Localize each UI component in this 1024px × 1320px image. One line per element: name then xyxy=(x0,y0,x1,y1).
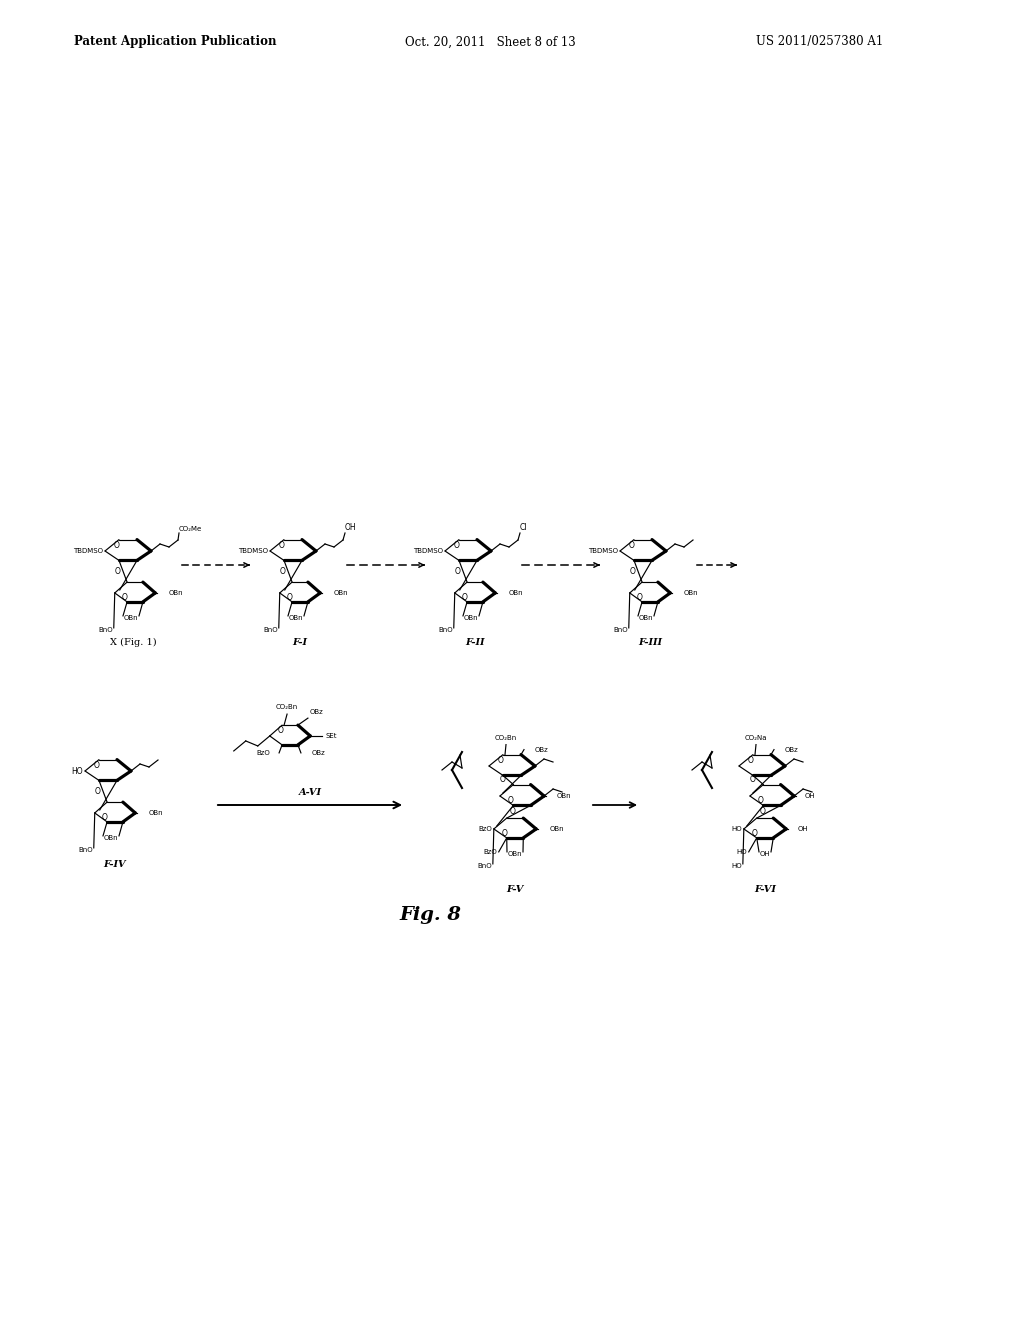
Text: CO₂Me: CO₂Me xyxy=(179,525,203,532)
Text: OH: OH xyxy=(797,826,808,832)
Text: O: O xyxy=(630,566,636,576)
Text: BnO: BnO xyxy=(263,627,278,632)
Text: O: O xyxy=(758,796,764,805)
Text: BnO: BnO xyxy=(98,627,113,632)
Text: BnO: BnO xyxy=(438,627,453,632)
Text: TBDMSO: TBDMSO xyxy=(73,548,103,554)
Text: TBDMSO: TBDMSO xyxy=(413,548,443,554)
Text: BnO: BnO xyxy=(613,627,628,632)
Text: OBz: OBz xyxy=(312,750,326,756)
Text: O: O xyxy=(752,829,757,838)
Text: O: O xyxy=(280,541,285,550)
Text: CO₂Bn: CO₂Bn xyxy=(275,704,298,710)
Text: OBn: OBn xyxy=(103,834,119,841)
Text: O: O xyxy=(281,566,286,576)
Text: A-VI: A-VI xyxy=(299,788,322,797)
Text: O: O xyxy=(750,776,755,784)
Text: HO: HO xyxy=(72,767,83,776)
Text: SEt: SEt xyxy=(326,733,337,739)
Text: F-I: F-I xyxy=(293,638,307,647)
Text: OBn: OBn xyxy=(333,590,348,595)
Text: OBn: OBn xyxy=(683,590,698,595)
Text: O: O xyxy=(278,726,284,735)
Text: Cl: Cl xyxy=(520,523,527,532)
Text: O: O xyxy=(454,541,460,550)
Text: F-III: F-III xyxy=(638,638,662,647)
Text: O: O xyxy=(455,566,461,576)
Text: OBn: OBn xyxy=(557,793,571,799)
Text: CO₂Na: CO₂Na xyxy=(744,735,767,741)
Text: OH: OH xyxy=(760,851,770,857)
Text: TBDMSO: TBDMSO xyxy=(588,548,618,554)
Text: BnO: BnO xyxy=(477,863,492,869)
Text: BnO: BnO xyxy=(78,847,93,853)
Text: F-VI: F-VI xyxy=(754,884,776,894)
Text: US 2011/0257380 A1: US 2011/0257380 A1 xyxy=(757,36,884,49)
Text: OBn: OBn xyxy=(168,590,183,595)
Text: O: O xyxy=(462,593,468,602)
Text: OH: OH xyxy=(805,793,816,799)
Text: OBn: OBn xyxy=(289,615,303,620)
Text: Oct. 20, 2011   Sheet 8 of 13: Oct. 20, 2011 Sheet 8 of 13 xyxy=(404,36,575,49)
Text: OBn: OBn xyxy=(639,615,653,620)
Text: O: O xyxy=(287,593,293,602)
Text: HO: HO xyxy=(736,849,746,855)
Text: OBz: OBz xyxy=(310,709,324,715)
Text: O: O xyxy=(114,541,120,550)
Text: X (Fig. 1): X (Fig. 1) xyxy=(110,638,157,647)
Text: O: O xyxy=(502,829,507,838)
Text: O: O xyxy=(760,808,766,816)
Text: O: O xyxy=(94,760,100,770)
Text: O: O xyxy=(629,541,635,550)
Text: BzO: BzO xyxy=(483,849,497,855)
Text: O: O xyxy=(500,776,505,784)
Text: F-V: F-V xyxy=(506,884,523,894)
Text: OBn: OBn xyxy=(549,826,564,832)
Text: Patent Application Publication: Patent Application Publication xyxy=(74,36,276,49)
Text: OBn: OBn xyxy=(148,810,163,816)
Text: OBn: OBn xyxy=(508,590,523,595)
Text: BzO: BzO xyxy=(478,826,492,832)
Text: O: O xyxy=(122,593,128,602)
Text: HO: HO xyxy=(731,863,741,869)
Text: BzO: BzO xyxy=(256,750,270,756)
Text: O: O xyxy=(102,813,108,822)
Text: OBn: OBn xyxy=(464,615,478,620)
Text: O: O xyxy=(95,787,101,796)
Text: O: O xyxy=(637,593,643,602)
Text: OBz: OBz xyxy=(535,747,549,752)
Text: O: O xyxy=(498,756,504,764)
Text: F-IV: F-IV xyxy=(103,861,126,869)
Text: HO: HO xyxy=(731,826,741,832)
Text: F-II: F-II xyxy=(465,638,484,647)
Text: OBz: OBz xyxy=(785,747,799,752)
Text: O: O xyxy=(749,756,754,764)
Text: Fig. 8: Fig. 8 xyxy=(399,906,461,924)
Text: O: O xyxy=(115,566,121,576)
Text: OH: OH xyxy=(345,523,356,532)
Text: OBn: OBn xyxy=(508,851,522,857)
Text: TBDMSO: TBDMSO xyxy=(238,548,268,554)
Text: OBn: OBn xyxy=(124,615,138,620)
Text: O: O xyxy=(508,796,514,805)
Text: CO₂Bn: CO₂Bn xyxy=(495,735,517,741)
Text: O: O xyxy=(510,808,516,816)
